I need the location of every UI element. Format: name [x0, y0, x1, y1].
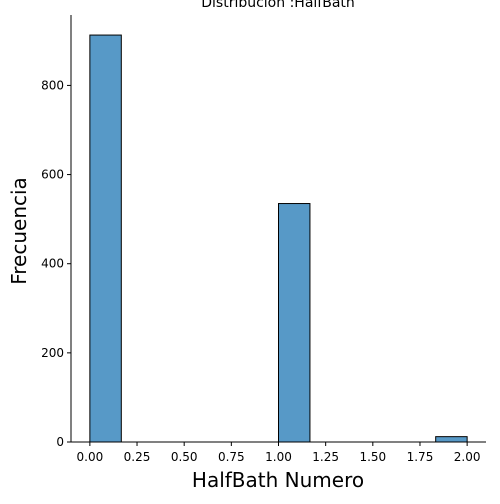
- x-tick-label: 0.00: [77, 450, 104, 464]
- y-axis-label: Frecuencia: [7, 177, 31, 285]
- histogram-bar: [89, 34, 122, 443]
- x-tick-label: 0.25: [124, 450, 151, 464]
- y-tick-label: 600: [41, 168, 64, 182]
- y-tick-label: 800: [41, 78, 64, 92]
- y-tick-label: 400: [41, 257, 64, 271]
- bars-group: [89, 34, 468, 443]
- y-tick-label: 200: [41, 346, 64, 360]
- x-tick-label: 0.75: [218, 450, 245, 464]
- histogram-bar: [278, 203, 311, 443]
- x-tick-label: 1.25: [312, 450, 339, 464]
- x-tick-label: 1.00: [265, 450, 292, 464]
- x-tick-label: 2.00: [454, 450, 481, 464]
- x-tick-label: 1.75: [407, 450, 434, 464]
- x-ticks-group: 0.00 0.25 0.50 0.75 1.00 1.25 1.50 1.75 2.00: [77, 442, 481, 464]
- x-tick-label: 1.50: [359, 450, 386, 464]
- histogram-bar: [435, 436, 468, 443]
- y-ticks-group: 0 200 400 600 800: [41, 78, 71, 449]
- x-tick-label: 0.50: [171, 450, 198, 464]
- chart-title: Distribución :HalfBath: [201, 0, 355, 11]
- y-tick-label: 0: [56, 435, 64, 449]
- x-axis-label: HalfBath Numero: [192, 468, 364, 492]
